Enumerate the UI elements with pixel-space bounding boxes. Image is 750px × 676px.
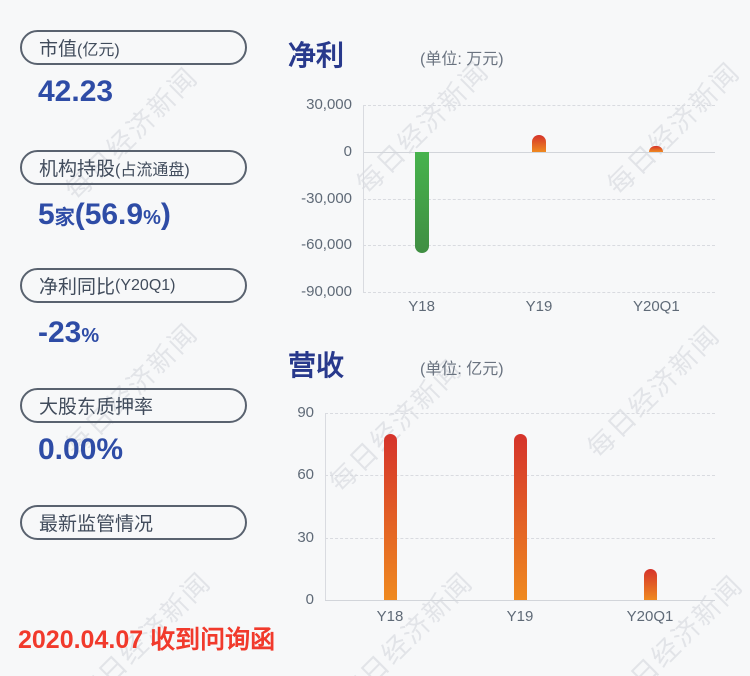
stat-value-text: % bbox=[143, 207, 161, 229]
stat-label-pill-0: 市值 (亿元) bbox=[20, 30, 247, 65]
stat-label-text: 大股东质押率 bbox=[39, 397, 154, 418]
zero-axis-line bbox=[325, 600, 715, 601]
gridline bbox=[363, 198, 715, 200]
bar-营收-Y20Q1 bbox=[643, 568, 657, 600]
zero-axis-line bbox=[363, 151, 715, 153]
x-axis-category-label: Y20Q1 bbox=[632, 298, 680, 315]
regulatory-alert-text: 2020.04.07 收到问询函 bbox=[18, 626, 276, 654]
y-axis-tick-label: 90 bbox=[297, 404, 314, 421]
stat-value-text: ) bbox=[160, 198, 171, 231]
stat-label-text: 最新监管情况 bbox=[39, 514, 154, 535]
watermark-text: 每日经济新闻 bbox=[581, 319, 726, 464]
gridline bbox=[363, 105, 715, 106]
y-axis-line bbox=[325, 413, 326, 600]
stat-label-pill-3: 大股东质押率 bbox=[20, 388, 247, 423]
y-axis-tick-label: 60 bbox=[297, 466, 314, 484]
x-axis-category-label: Y19 bbox=[506, 608, 534, 625]
y-axis-tick-label: -30,000 bbox=[301, 189, 352, 207]
bar-净利-Y18 bbox=[414, 151, 429, 254]
stat-value-text: -23 bbox=[38, 316, 82, 349]
revenue-chart-title: 营收 bbox=[288, 350, 345, 381]
stat-label-text: 净利同比 bbox=[39, 277, 116, 298]
net-profit-chart-unit: (单位: 万元) bbox=[420, 51, 504, 68]
stat-label-text: 机构持股 bbox=[39, 159, 116, 180]
stat-value-text: 5 bbox=[38, 198, 55, 231]
stat-value-text: 42.23 bbox=[38, 75, 114, 108]
revenue-chart-unit: (单位: 亿元) bbox=[420, 361, 504, 378]
stat-label-pill-1: 机构持股 (占流通盘) bbox=[20, 150, 247, 185]
stat-value-text: 家 bbox=[54, 207, 75, 229]
gridline bbox=[325, 413, 715, 414]
stat-label-text: (亿元) bbox=[77, 41, 120, 59]
y-axis-tick-label: 30,000 bbox=[306, 96, 352, 113]
y-axis-tick-label: -60,000 bbox=[301, 236, 352, 254]
watermark-text: 每日经济新闻 bbox=[601, 56, 746, 201]
watermark-text: 每日经济新闻 bbox=[72, 566, 217, 676]
gridline bbox=[363, 245, 715, 247]
stat-value-1: 5 家(56.9%) bbox=[38, 198, 171, 232]
y-axis-tick-label: 0 bbox=[343, 142, 352, 160]
stat-value-text: 0.00% bbox=[38, 433, 124, 466]
stat-value-2: -23% bbox=[38, 316, 99, 350]
stat-value-0: 42.23 bbox=[38, 75, 113, 109]
bar-净利-Y20Q1 bbox=[649, 145, 664, 152]
bar-营收-Y18 bbox=[383, 433, 397, 600]
x-axis-category-label: Y18 bbox=[408, 298, 435, 315]
stat-label-text: (占流通盘) bbox=[115, 161, 190, 179]
y-axis-tick-label: -90,000 bbox=[301, 283, 352, 300]
stat-label-text: 市值 bbox=[39, 39, 78, 60]
stat-value-text: % bbox=[81, 325, 100, 347]
stat-label-text: (Y20Q1) bbox=[115, 276, 176, 294]
bar-营收-Y19 bbox=[513, 433, 527, 600]
stat-value-text: ( bbox=[74, 198, 85, 231]
stat-value-text: 56.9 bbox=[84, 198, 144, 231]
x-axis-category-label: Y20Q1 bbox=[626, 608, 674, 625]
x-axis-category-label: Y18 bbox=[376, 608, 404, 625]
x-axis-category-label: Y19 bbox=[525, 298, 553, 315]
stat-value-3: 0.00% bbox=[38, 433, 123, 467]
bar-净利-Y19 bbox=[532, 134, 546, 152]
y-axis-tick-label: 30 bbox=[297, 528, 314, 546]
stat-label-pill-2: 净利同比 (Y20Q1) bbox=[20, 268, 247, 303]
gridline bbox=[363, 292, 715, 293]
net-profit-chart-title: 净利 bbox=[288, 40, 345, 71]
stat-label-pill-4: 最新监管情况 bbox=[20, 505, 247, 540]
y-axis-tick-label: 0 bbox=[305, 591, 314, 608]
y-axis-line bbox=[363, 105, 364, 292]
